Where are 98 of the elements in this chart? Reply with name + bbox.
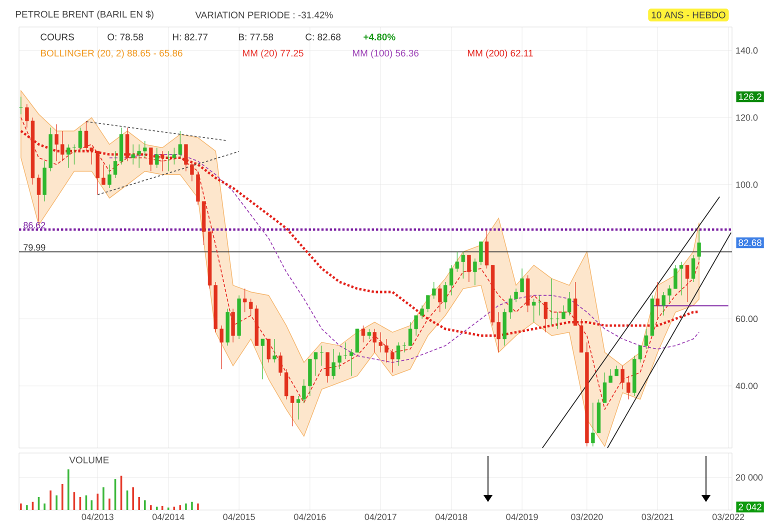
candlestick — [697, 230, 701, 260]
candlestick — [184, 144, 188, 172]
line-series — [20, 117, 700, 410]
candlestick — [78, 127, 82, 152]
candlestick — [367, 328, 372, 340]
candlestick — [102, 164, 106, 185]
candlestick — [278, 352, 282, 376]
candlestick — [160, 150, 164, 172]
y-tick-label: 20 000 — [736, 474, 763, 481]
candlestick — [620, 366, 624, 390]
candlestick — [544, 302, 548, 333]
x-tick-label: 03/2020 — [571, 514, 603, 520]
candlestick — [668, 285, 672, 302]
candlestick — [520, 268, 524, 292]
candlestick — [384, 338, 388, 363]
y-tick-label: 60.00 — [736, 316, 758, 322]
x-tick-label: 04/2016 — [294, 514, 326, 520]
candlestick — [532, 298, 536, 322]
annotation: COURS — [40, 34, 74, 40]
candlestick — [626, 376, 630, 400]
annotation: +4.80% — [364, 34, 396, 40]
candlestick — [231, 308, 235, 343]
candlestick — [243, 288, 247, 312]
x-tick-label: 04/2013 — [82, 514, 114, 520]
candlestick — [260, 338, 265, 380]
x-tick-label: 03/2022 — [712, 514, 744, 520]
candlestick — [432, 282, 436, 300]
y-tick-label: 140.0 — [736, 47, 758, 54]
annotation: C: 82.68 — [306, 34, 341, 40]
candlestick — [361, 325, 366, 343]
text: 126.2 — [738, 93, 762, 100]
candlestick — [60, 130, 64, 162]
candlestick — [461, 251, 466, 279]
y-tick-label: 100.0 — [736, 181, 758, 188]
text: 82.68 — [738, 239, 762, 246]
ref-line-label: 86.62 — [24, 222, 46, 228]
candlestick — [662, 292, 666, 316]
candlestick — [567, 292, 572, 316]
candlestick — [54, 124, 58, 162]
text: MM (20) 77.25 — [243, 50, 304, 58]
y-tick-label: 120.0 — [736, 114, 758, 121]
candlestick — [396, 342, 400, 366]
candlestick — [438, 285, 442, 312]
candlestick — [137, 144, 141, 168]
candlestick — [332, 348, 336, 380]
candlestick — [66, 144, 70, 168]
candlestick — [426, 295, 430, 312]
candlestick — [390, 348, 394, 373]
annotation: BOLLINGER (20, 2) 88.65 - 65.86 — [41, 50, 182, 58]
candlestick — [266, 338, 271, 363]
candlestick — [326, 352, 330, 383]
candlestick — [272, 338, 276, 363]
x-tick-label: 04/2017 — [364, 514, 396, 520]
candlestick — [479, 241, 483, 266]
x-tick-label: 04/2018 — [435, 514, 468, 520]
text: MM (100) 56.36 — [352, 50, 419, 58]
candlestick — [467, 254, 471, 282]
chart-title: VOLUME — [69, 456, 109, 464]
x-tick-label: 03/2021 — [642, 514, 674, 520]
candlestick — [190, 160, 194, 182]
candlestick — [290, 396, 294, 426]
candlestick — [155, 147, 159, 168]
candlestick — [562, 305, 566, 320]
annotation: H: 82.77 — [172, 34, 208, 40]
candlestick — [691, 254, 696, 282]
candlestick — [143, 140, 147, 158]
candlestick — [644, 328, 648, 350]
candlestick — [220, 325, 224, 370]
candlestick — [372, 328, 376, 353]
candlestick — [614, 366, 618, 376]
y-tick-label: 40.00 — [736, 382, 758, 390]
candlestick — [131, 144, 135, 165]
candlestick — [443, 282, 448, 310]
annotation: B: 77.58 — [239, 34, 274, 40]
chart-title: PETROLE BRENT (BARIL EN $) — [16, 10, 154, 20]
chart-subtitle: VARIATION PERIODE : -31.42% — [195, 12, 333, 18]
x-tick-label: 04/2014 — [152, 514, 184, 520]
candlestick — [125, 127, 130, 162]
candlestick — [473, 258, 477, 286]
candlestick — [656, 282, 660, 320]
candlestick — [172, 147, 176, 165]
text: MM (200) 62.11 — [468, 50, 533, 58]
candlestick — [420, 305, 424, 320]
candlestick — [484, 229, 489, 269]
candlestick — [378, 332, 382, 353]
text: 2 042 — [738, 504, 762, 510]
candlestick — [685, 264, 690, 302]
x-tick-label: 04/2019 — [506, 514, 538, 520]
candlestick — [338, 352, 342, 370]
candlestick — [284, 368, 288, 400]
candlestick — [149, 147, 153, 172]
candlestick — [178, 130, 182, 158]
annotation: O: 78.58 — [108, 34, 144, 40]
x-tick-label: 04/2015 — [223, 514, 255, 520]
candlestick — [19, 96, 23, 115]
candlestick — [538, 295, 542, 316]
text: 10 ANS - HEBDO — [652, 12, 726, 18]
ref-line-label: 79.99 — [24, 244, 46, 251]
